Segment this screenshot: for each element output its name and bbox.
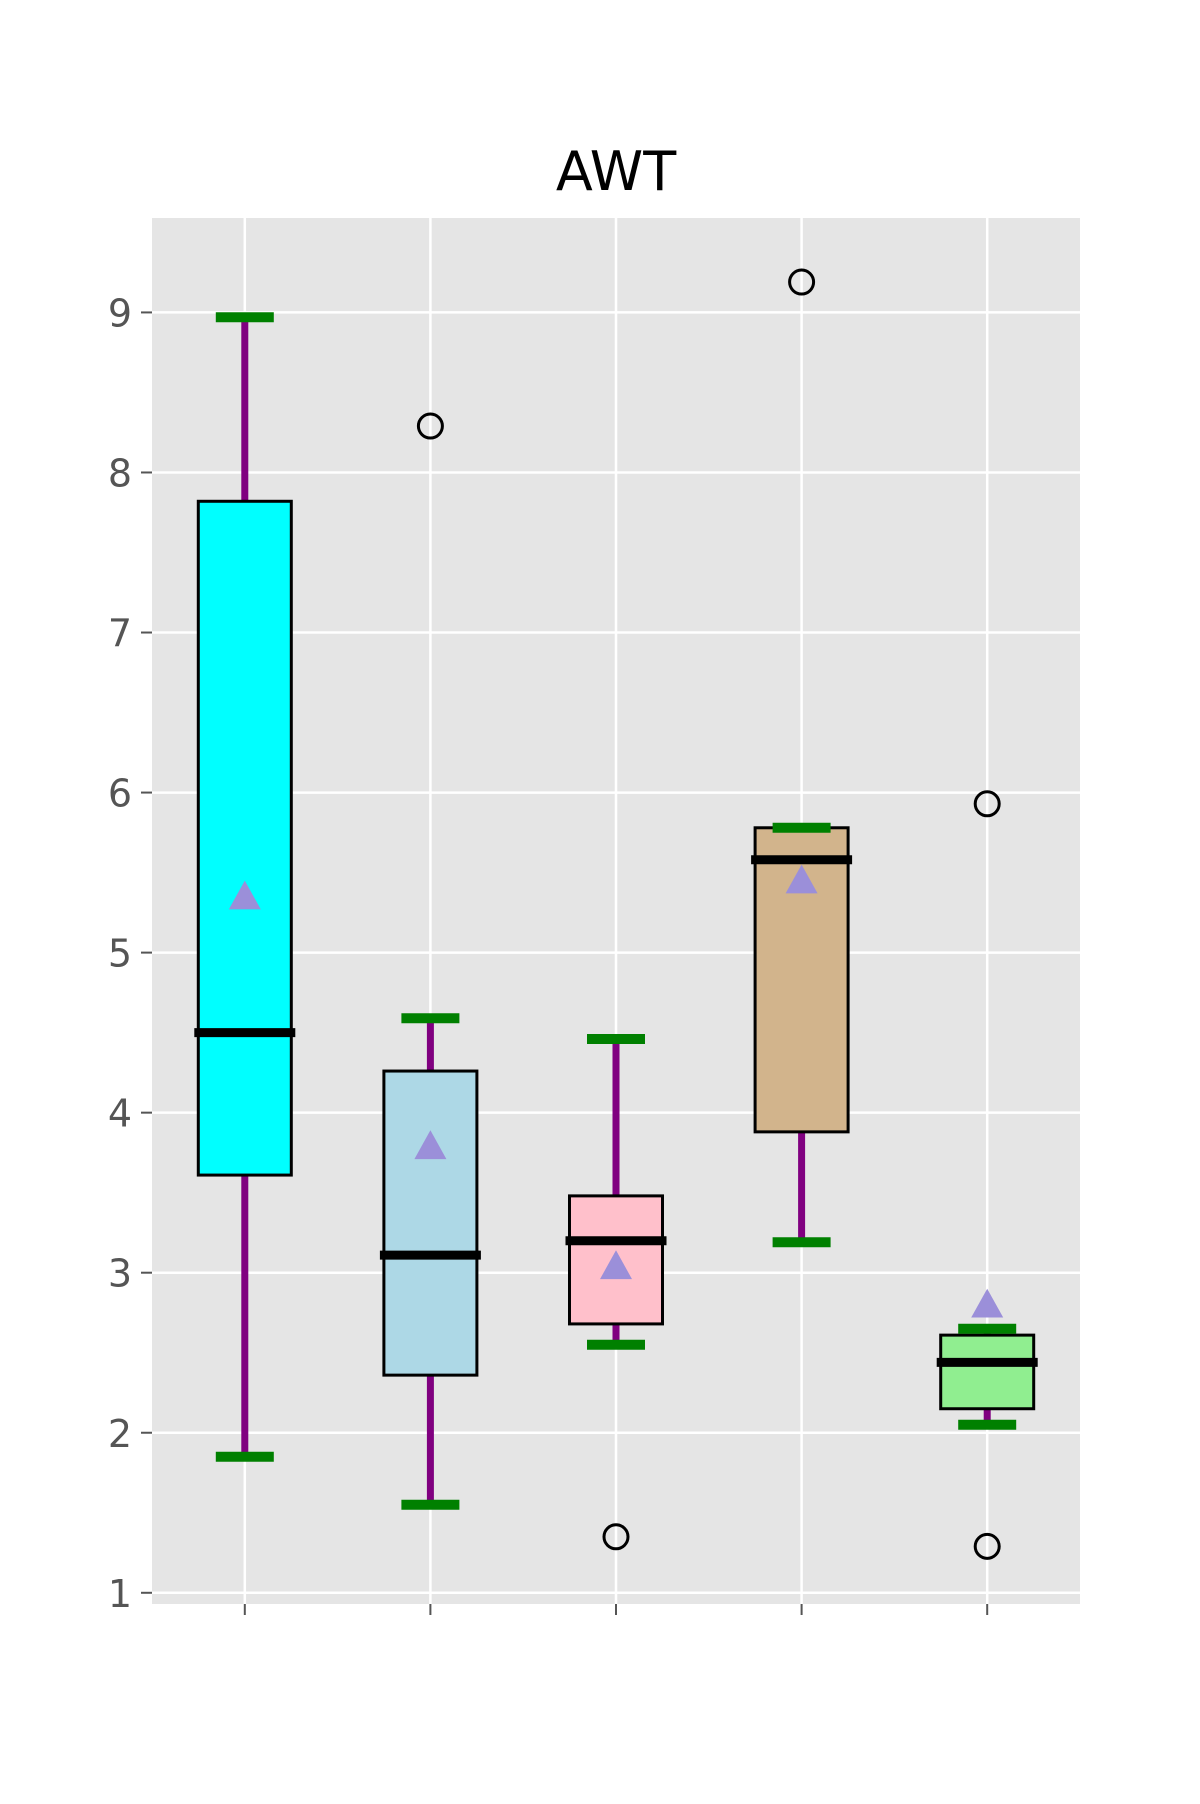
y-tick-label-4: 4: [108, 1092, 132, 1136]
outlier-point: [788, 268, 816, 296]
axes: 1 2 3 4 5 6 7 8 9: [108, 291, 989, 1616]
mean-marker: [785, 864, 818, 894]
outlier-point: [973, 1532, 1001, 1560]
box-body: [939, 1333, 1036, 1411]
y-tick-label-8: 8: [108, 451, 132, 495]
mean-marker: [414, 1130, 447, 1160]
box-group-5: [936, 790, 1038, 1560]
y-tick-label-9: 9: [108, 291, 132, 335]
y-tick-label-2: 2: [108, 1412, 132, 1456]
box-series: [194, 268, 1038, 1560]
box-group-1: [194, 312, 296, 1462]
mean-marker: [971, 1288, 1004, 1318]
mean-marker: [228, 880, 261, 910]
chart-title: AWT: [556, 140, 677, 203]
y-tick-label-1: 1: [108, 1572, 132, 1616]
box-group-4: [751, 268, 853, 1248]
y-tick-label-3: 3: [108, 1252, 132, 1296]
outlier-point: [416, 412, 444, 440]
grid-lines: [152, 218, 1080, 1604]
outlier-point: [602, 1523, 630, 1551]
box-body: [382, 1069, 479, 1377]
outlier-point: [973, 790, 1001, 818]
mean-marker: [600, 1250, 632, 1280]
box-group-2: [379, 412, 481, 1510]
y-tick-label-5: 5: [108, 932, 132, 976]
y-tick-label-7: 7: [108, 612, 132, 656]
box-body: [196, 499, 293, 1177]
box-group-3: [565, 1034, 667, 1551]
y-tick-label-6: 6: [108, 772, 132, 816]
